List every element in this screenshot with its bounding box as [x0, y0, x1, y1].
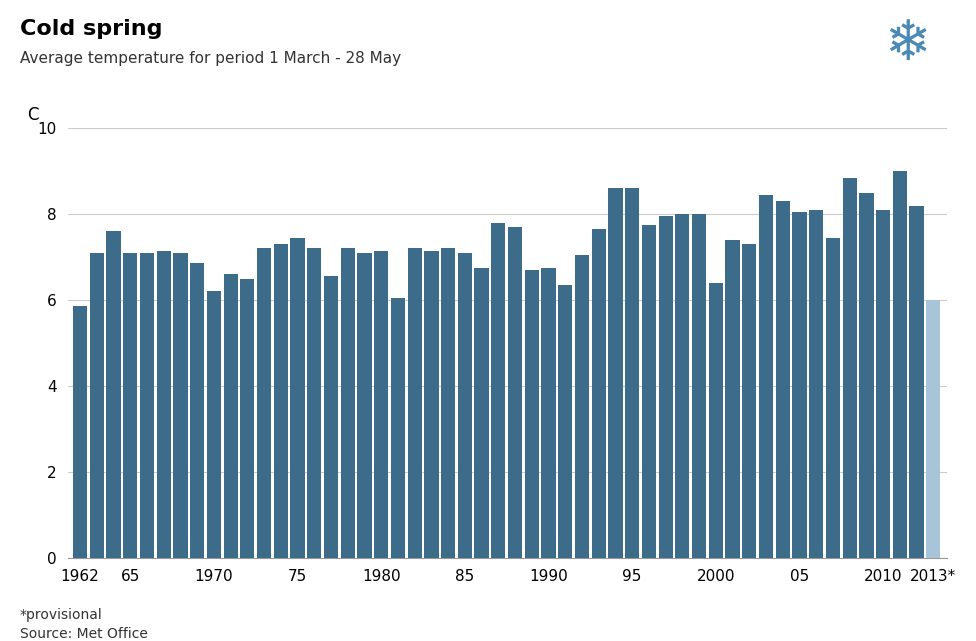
- Bar: [73, 306, 87, 558]
- Bar: [341, 249, 355, 558]
- Text: Cold spring: Cold spring: [20, 19, 162, 39]
- Bar: [273, 244, 288, 558]
- Bar: [474, 268, 489, 558]
- Bar: [659, 216, 672, 558]
- Bar: [425, 251, 438, 558]
- Bar: [156, 251, 171, 558]
- Bar: [140, 253, 154, 558]
- Bar: [809, 210, 824, 558]
- Bar: [374, 251, 388, 558]
- Bar: [558, 285, 572, 558]
- Bar: [508, 227, 522, 558]
- Bar: [491, 222, 506, 558]
- Bar: [240, 278, 255, 558]
- Bar: [575, 255, 590, 558]
- Bar: [842, 178, 857, 558]
- Bar: [408, 249, 422, 558]
- Bar: [776, 201, 790, 558]
- Bar: [291, 238, 305, 558]
- Bar: [826, 238, 840, 558]
- Bar: [709, 283, 723, 558]
- Bar: [692, 214, 707, 558]
- Bar: [525, 270, 539, 558]
- Text: ❄: ❄: [884, 18, 931, 72]
- Bar: [542, 268, 555, 558]
- Bar: [90, 253, 103, 558]
- Bar: [625, 188, 639, 558]
- Bar: [591, 229, 606, 558]
- Bar: [224, 274, 238, 558]
- Bar: [893, 171, 907, 558]
- Bar: [441, 249, 455, 558]
- Bar: [725, 240, 740, 558]
- Bar: [876, 210, 890, 558]
- Text: Average temperature for period 1 March - 28 May: Average temperature for period 1 March -…: [20, 51, 400, 66]
- Bar: [742, 244, 756, 558]
- Y-axis label: C: C: [27, 106, 39, 124]
- Bar: [257, 249, 271, 558]
- Bar: [458, 253, 472, 558]
- Bar: [307, 249, 321, 558]
- Bar: [174, 253, 187, 558]
- Bar: [675, 214, 689, 558]
- Bar: [859, 192, 874, 558]
- Bar: [759, 195, 773, 558]
- Bar: [106, 231, 121, 558]
- Bar: [608, 188, 623, 558]
- Bar: [642, 225, 656, 558]
- Bar: [190, 263, 204, 558]
- Bar: [123, 253, 138, 558]
- Bar: [910, 206, 923, 558]
- Bar: [793, 212, 806, 558]
- Bar: [926, 300, 941, 558]
- Text: Source: Met Office: Source: Met Office: [20, 627, 147, 641]
- Bar: [207, 292, 221, 558]
- Bar: [390, 298, 405, 558]
- Text: *provisional: *provisional: [20, 608, 102, 622]
- Bar: [357, 253, 372, 558]
- Bar: [324, 276, 338, 558]
